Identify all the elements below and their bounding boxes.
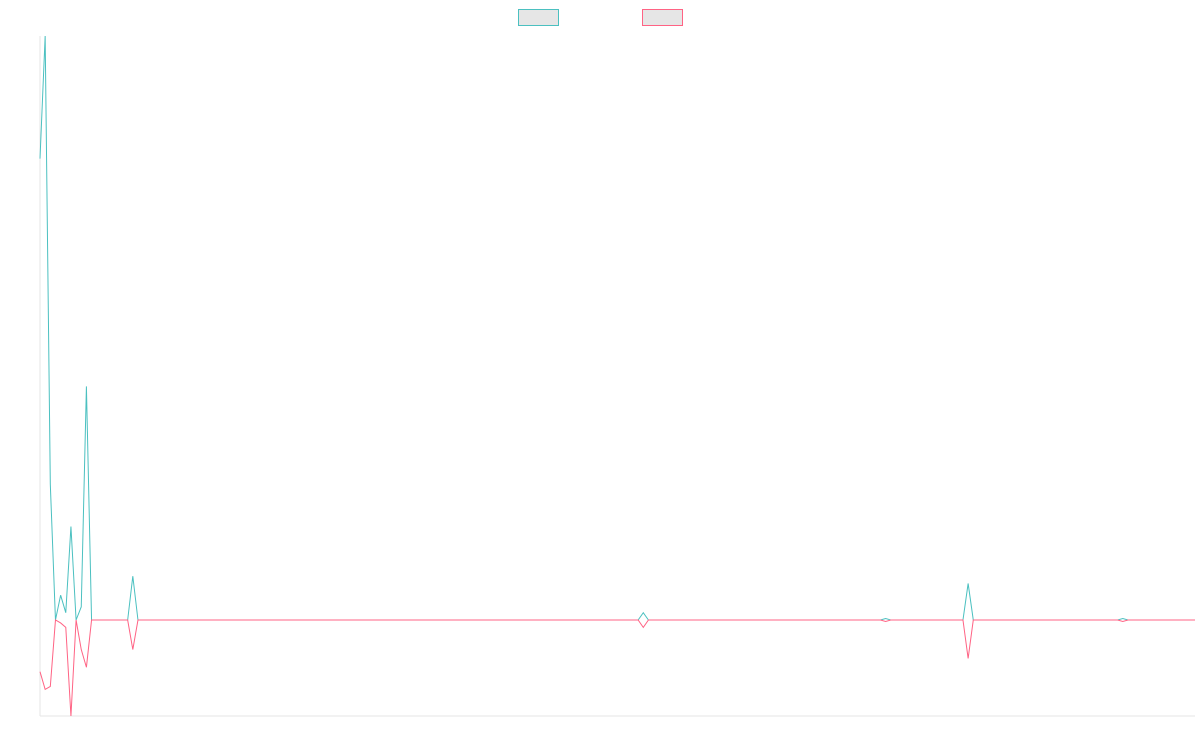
series-line-1 <box>39 35 1195 621</box>
series-layer <box>39 35 1195 717</box>
legend-swatch-1 <box>518 9 559 26</box>
legend-item-2[interactable] <box>642 9 683 26</box>
legend <box>518 9 683 26</box>
series-line-2 <box>39 619 1195 717</box>
legend-swatch-2 <box>642 9 683 26</box>
legend-item-1[interactable] <box>518 9 559 26</box>
